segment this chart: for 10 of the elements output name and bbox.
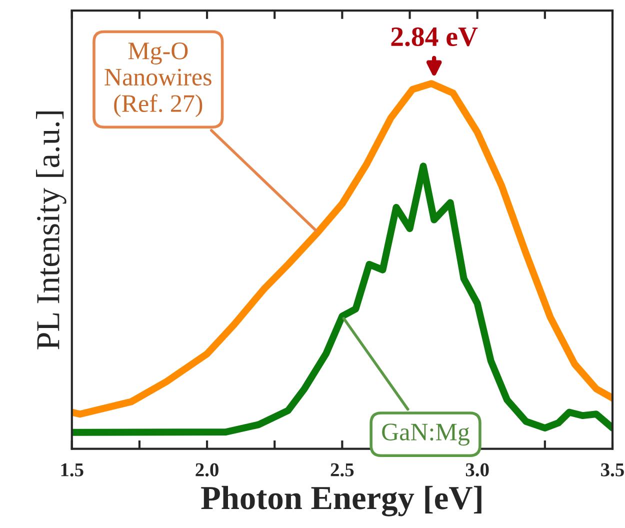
x-tick-label: 2.5 bbox=[330, 463, 354, 476]
text: 1.5 bbox=[61, 463, 84, 476]
x-tick-label: 3.0 bbox=[466, 463, 489, 476]
annotation: Mg-O Nanowires (Ref. 27) bbox=[104, 42, 212, 118]
x-axis-title: Photon Energy [eV] bbox=[201, 486, 482, 516]
annotation: 2.84 eV bbox=[391, 27, 478, 46]
x-tick-label: 3.5 bbox=[601, 463, 624, 476]
annotation: GaN:Mg bbox=[382, 424, 470, 446]
y-axis-title: PL Intensity [a.u.] bbox=[36, 112, 66, 350]
x-tick-label: 2.0 bbox=[196, 463, 218, 476]
